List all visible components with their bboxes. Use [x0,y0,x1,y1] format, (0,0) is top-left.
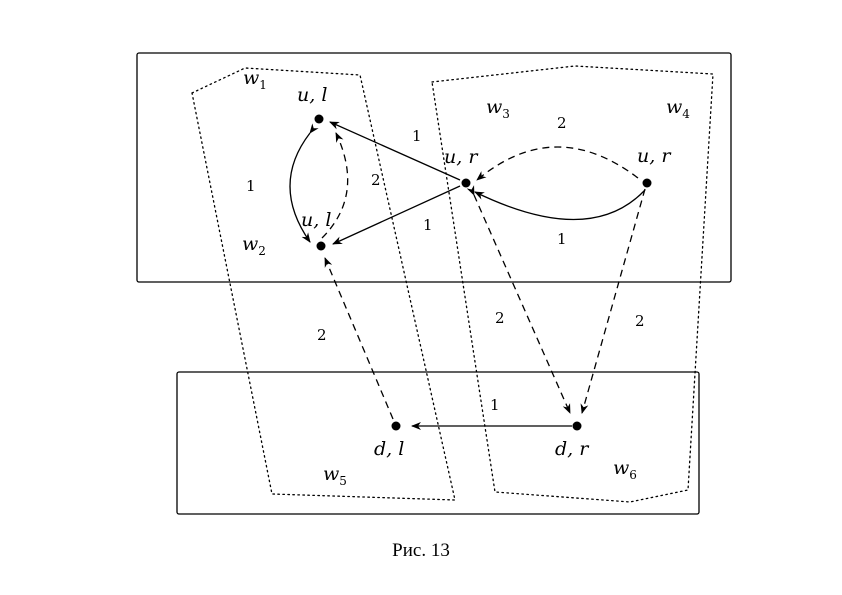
region-label-w1: w1 [243,67,267,92]
edge-label-dl-to-ul: 2 [317,326,327,344]
edge-ur-loop-dashed [476,146,639,181]
lower-box [176,371,700,515]
edge-label-ur-to-dr: 2 [495,309,505,327]
edge-label-ur-to-ul-bottom: 1 [423,216,433,234]
edge-ur-loop-solid [474,189,646,221]
region-label-w6: w6 [613,457,637,482]
edge-ur-to-dr [466,185,571,414]
node-label-ur-right: u, r [637,145,672,167]
edge-label-ul-loop-dashed: 2 [371,171,381,189]
node-dl [391,421,401,431]
node-label-dr: d, r [555,438,590,460]
node-ur-left [461,178,471,188]
node-label-ul-bottom: u, l [301,209,331,231]
edge-label-ur-right-to-dr: 2 [635,312,645,330]
edge-label-dr-to-dl: 1 [490,396,500,414]
edge-label-ur-to-ul-top: 1 [412,127,422,145]
edge-label-ur-loop-solid: 1 [557,230,567,248]
region-label-w3: w3 [486,96,510,121]
edge-label-ul-loop-solid: 1 [246,177,256,195]
node-label-ur-left: u, r [444,146,479,168]
node-ul-bottom [316,241,326,251]
node-label-ul-top: u, l [297,84,327,106]
edge-ur-to-ul-bottom [332,185,461,245]
region-label-w4: w4 [666,96,690,121]
edge-ur-right-to-dr [580,188,646,414]
node-ur-right [642,178,652,188]
figure-caption: Рис. 13 [392,540,450,561]
region-left-outline [191,67,456,501]
edge-ul-loop-dashed [321,132,349,239]
node-ul-top [314,114,324,124]
upper-box [136,52,732,283]
edge-dl-to-ul [324,257,394,420]
region-label-w2: w2 [242,233,266,258]
region-right-outline [431,65,714,503]
edge-ur-to-ul-top [329,121,461,181]
edge-ul-loop-solid [289,123,319,243]
edge-label-ur-loop-dashed: 2 [557,114,567,132]
node-label-dl: d, l [374,438,404,460]
node-dr [572,421,582,431]
region-label-w5: w5 [323,463,347,488]
